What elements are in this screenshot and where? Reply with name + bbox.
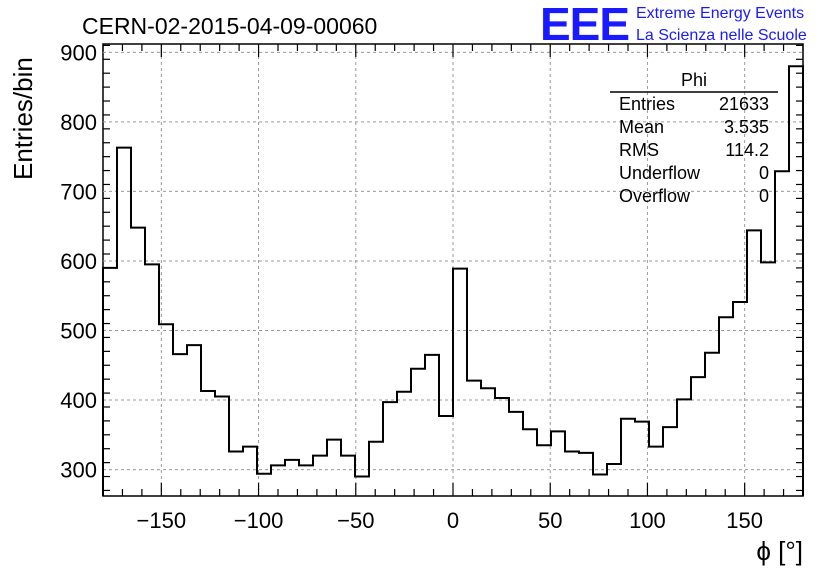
histogram-bin [719, 317, 733, 496]
histogram-bin [495, 398, 509, 496]
histogram-bin [747, 230, 761, 496]
stats-entries-value: 21633 [719, 94, 769, 114]
x-tick-label: 50 [538, 508, 562, 533]
histogram-bin [145, 264, 159, 496]
histogram-bin [621, 419, 635, 496]
stats-underflow-value: 0 [759, 163, 769, 183]
stats-overflow-value: 0 [759, 186, 769, 206]
stats-mean-value: 3.535 [724, 117, 769, 137]
x-tick-label: −150 [137, 508, 187, 533]
histogram-bin [733, 302, 747, 496]
histogram-bin [523, 429, 537, 496]
y-tick-label: 300 [60, 458, 97, 483]
stats-title: Phi [681, 70, 707, 90]
histogram-bin [411, 369, 425, 496]
y-axis: 300 400 500 600 700 800 900 [60, 40, 803, 492]
histogram-bin [789, 66, 803, 496]
histogram-bin [537, 445, 551, 496]
histogram-bin [341, 456, 355, 496]
stats-underflow-label: Underflow [619, 163, 701, 183]
histogram-bin [607, 464, 621, 496]
histogram-bin [159, 324, 173, 496]
histogram-bin [285, 460, 299, 496]
histogram-bin [243, 447, 257, 496]
histogram-bin [257, 474, 271, 496]
histogram-bin [117, 148, 131, 496]
histogram-bin [453, 269, 467, 496]
x-tick-label: 100 [629, 508, 666, 533]
histogram-bin [187, 345, 201, 496]
histogram-bin [383, 402, 397, 496]
stats-box: Phi Entries 21633 Mean 3.535 RMS 114.2 U… [610, 70, 778, 206]
y-tick-label: 400 [60, 388, 97, 413]
histogram-bin [481, 388, 495, 496]
stats-mean-label: Mean [619, 117, 664, 137]
histogram-bin [509, 412, 523, 496]
chart-title: CERN-02-2015-04-09-00060 [82, 13, 377, 39]
x-axis-title: ϕ [°] [756, 536, 803, 566]
histogram-bin [103, 268, 117, 496]
eee-logo-mark: EEE [540, 0, 629, 50]
histogram-bin [369, 442, 383, 496]
stats-rms-label: RMS [619, 140, 659, 160]
x-tick-label: −100 [234, 508, 284, 533]
y-tick-label: 800 [60, 110, 97, 135]
histogram-bin [271, 465, 285, 496]
stats-entries-label: Entries [619, 94, 675, 114]
histogram-bin [439, 416, 453, 496]
histogram-bin [229, 451, 243, 496]
histogram-bin [649, 447, 663, 496]
x-tick-label: 0 [447, 508, 459, 533]
eee-logo-line-2: La Scienza nelle Scuole [636, 27, 807, 44]
histogram-bin [327, 440, 341, 496]
histogram-bin [467, 381, 481, 496]
histogram-bin [677, 399, 691, 496]
histogram-bin [565, 451, 579, 496]
y-axis-title: Entries/bin [8, 57, 38, 180]
histogram-bin [131, 228, 145, 496]
histogram-bin [635, 422, 649, 496]
y-tick-label: 600 [60, 249, 97, 274]
y-tick-label: 700 [60, 179, 97, 204]
histogram-bin [691, 377, 705, 496]
histogram-bin [551, 431, 565, 496]
histogram-bin [593, 474, 607, 496]
x-axis: −150 −100 −50 0 50 100 150 [102, 44, 804, 533]
histogram-bin [705, 353, 719, 496]
x-tick-label: −50 [337, 508, 374, 533]
y-tick-label: 900 [60, 40, 97, 65]
histogram-bin [663, 427, 677, 496]
histogram-bin [173, 354, 187, 496]
histogram-bin [313, 456, 327, 496]
histogram-bin [299, 465, 313, 496]
histogram-outline [102, 65, 804, 496]
histogram-bin [397, 392, 411, 496]
histogram-bin [201, 391, 215, 496]
histogram-bin [215, 397, 229, 496]
histogram-bin [775, 171, 789, 496]
histogram-bin [761, 262, 775, 496]
histogram-bin [425, 355, 439, 496]
stats-rms-value: 114.2 [725, 140, 769, 160]
histogram-bin [579, 453, 593, 496]
histogram-bin [355, 477, 369, 496]
x-tick-label: 150 [726, 508, 763, 533]
eee-logo-line-1: Extreme Energy Events [636, 5, 804, 22]
y-tick-label: 500 [60, 318, 97, 343]
eee-logo: EEE Extreme Energy Events La Scienza nel… [540, 0, 807, 50]
stats-overflow-label: Overflow [619, 186, 691, 206]
